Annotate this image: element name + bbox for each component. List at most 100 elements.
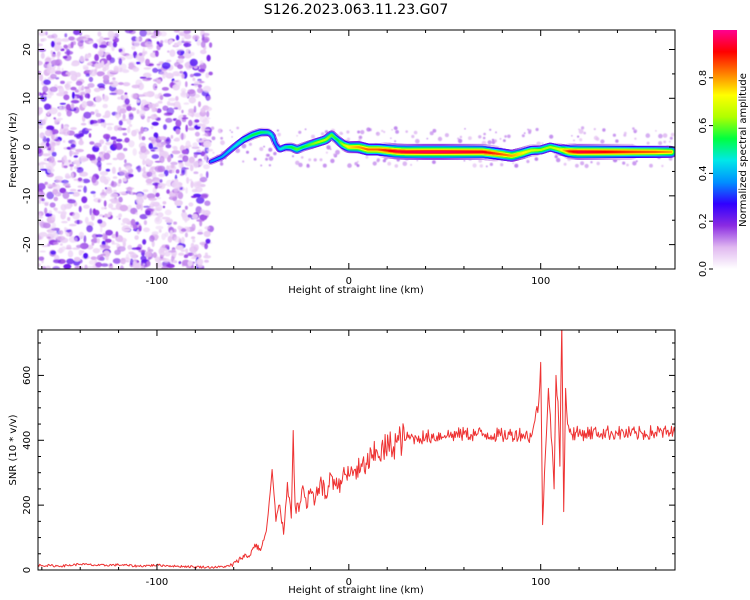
- noise-blob: [152, 67, 159, 73]
- noise-blob: [103, 37, 110, 40]
- noise-dot: [426, 137, 429, 140]
- x-tick-label: -100: [146, 577, 169, 588]
- noise-blob: [155, 50, 159, 57]
- noise-blob: [48, 184, 58, 188]
- noise-blob: [97, 31, 102, 37]
- noise-blob: [90, 160, 97, 164]
- noise-blob: [48, 230, 57, 237]
- noise-blob: [140, 265, 145, 269]
- noise-blob: [57, 51, 61, 57]
- noise-blob: [88, 221, 94, 225]
- noise-dot: [259, 147, 264, 151]
- noise-blob: [53, 117, 56, 120]
- noise-blob: [106, 126, 113, 131]
- noise-dot: [402, 161, 408, 166]
- noise-blob: [143, 67, 152, 70]
- noise-blob: [131, 40, 135, 46]
- noise-blob: [106, 82, 114, 85]
- noise-dot: [573, 139, 575, 142]
- noise-blob: [94, 54, 99, 62]
- noise-blob: [131, 84, 140, 89]
- noise-dot: [489, 162, 493, 166]
- noise-blob: [129, 124, 133, 127]
- noise-blob: [84, 216, 89, 224]
- noise-blob: [140, 145, 147, 153]
- noise-dot: [347, 163, 352, 168]
- noise-blob: [110, 207, 118, 210]
- noise-blob: [193, 171, 199, 174]
- noise-blob: [38, 216, 44, 219]
- noise-blob: [184, 205, 188, 210]
- noise-blob: [66, 258, 75, 265]
- noise-blob: [200, 41, 206, 48]
- noise-blob: [82, 38, 89, 41]
- noise-blob: [50, 59, 60, 66]
- noise-dot: [382, 159, 386, 163]
- noise-blob: [128, 251, 135, 255]
- noise-blob: [46, 137, 50, 143]
- noise-blob: [65, 229, 72, 233]
- noise-blob: [92, 248, 101, 254]
- noise-blob: [102, 74, 110, 81]
- noise-blob: [145, 178, 153, 184]
- noise-blob: [81, 85, 85, 91]
- noise-blob: [199, 161, 204, 166]
- noise-dot: [563, 162, 567, 166]
- noise-blob: [38, 263, 41, 267]
- noise-blob: [152, 252, 157, 258]
- snr-xlabel: Height of straight line (km): [288, 585, 424, 596]
- noise-blob: [124, 30, 134, 34]
- noise-blob: [56, 235, 66, 241]
- noise-blob: [125, 253, 130, 260]
- noise-blob: [45, 31, 48, 36]
- noise-blob: [106, 162, 113, 165]
- noise-dot: [405, 130, 409, 133]
- noise-dot: [479, 164, 483, 168]
- noise-dot: [626, 163, 629, 167]
- noise-blob: [188, 108, 195, 114]
- snr-series-line: [38, 330, 675, 569]
- noise-blob: [94, 109, 99, 114]
- noise-blob: [203, 164, 210, 170]
- noise-blob: [50, 129, 59, 135]
- noise-blob: [172, 80, 176, 83]
- noise-dot: [581, 126, 585, 130]
- noise-blob: [132, 66, 140, 72]
- snr-frame: [37, 329, 676, 571]
- noise-blob: [99, 244, 107, 248]
- noise-dot: [306, 163, 310, 167]
- noise-blob: [142, 159, 146, 166]
- noise-blob: [38, 183, 46, 191]
- noise-blob: [169, 49, 176, 57]
- noise-blob: [115, 111, 121, 115]
- noise-blob: [131, 107, 137, 111]
- noise-blob: [185, 48, 191, 54]
- noise-blob: [175, 128, 181, 135]
- noise-blob: [175, 119, 182, 128]
- noise-blob: [129, 258, 134, 266]
- noise-dot: [391, 129, 393, 131]
- noise-blob: [175, 169, 180, 174]
- colorbar-tick-label: 0.0: [698, 261, 709, 277]
- noise-blob: [138, 132, 142, 141]
- noise-dot: [242, 160, 245, 163]
- noise-blob: [62, 74, 69, 77]
- noise-blob: [103, 200, 107, 207]
- noise-blob: [103, 133, 111, 140]
- noise-blob: [157, 197, 161, 200]
- noise-dot: [313, 158, 317, 162]
- noise-blob: [192, 142, 198, 148]
- noise-blob: [60, 80, 65, 84]
- noise-dot: [211, 136, 216, 141]
- noise-blob: [70, 127, 77, 131]
- noise-blob: [93, 209, 100, 216]
- noise-blob: [84, 86, 90, 89]
- noise-blob: [65, 103, 71, 111]
- noise-dot: [444, 133, 449, 138]
- noise-blob: [181, 236, 185, 244]
- noise-blob: [115, 138, 123, 142]
- noise-blob: [89, 141, 95, 145]
- noise-blob: [154, 94, 159, 99]
- colorbar-tick-label: 0.2: [698, 213, 709, 229]
